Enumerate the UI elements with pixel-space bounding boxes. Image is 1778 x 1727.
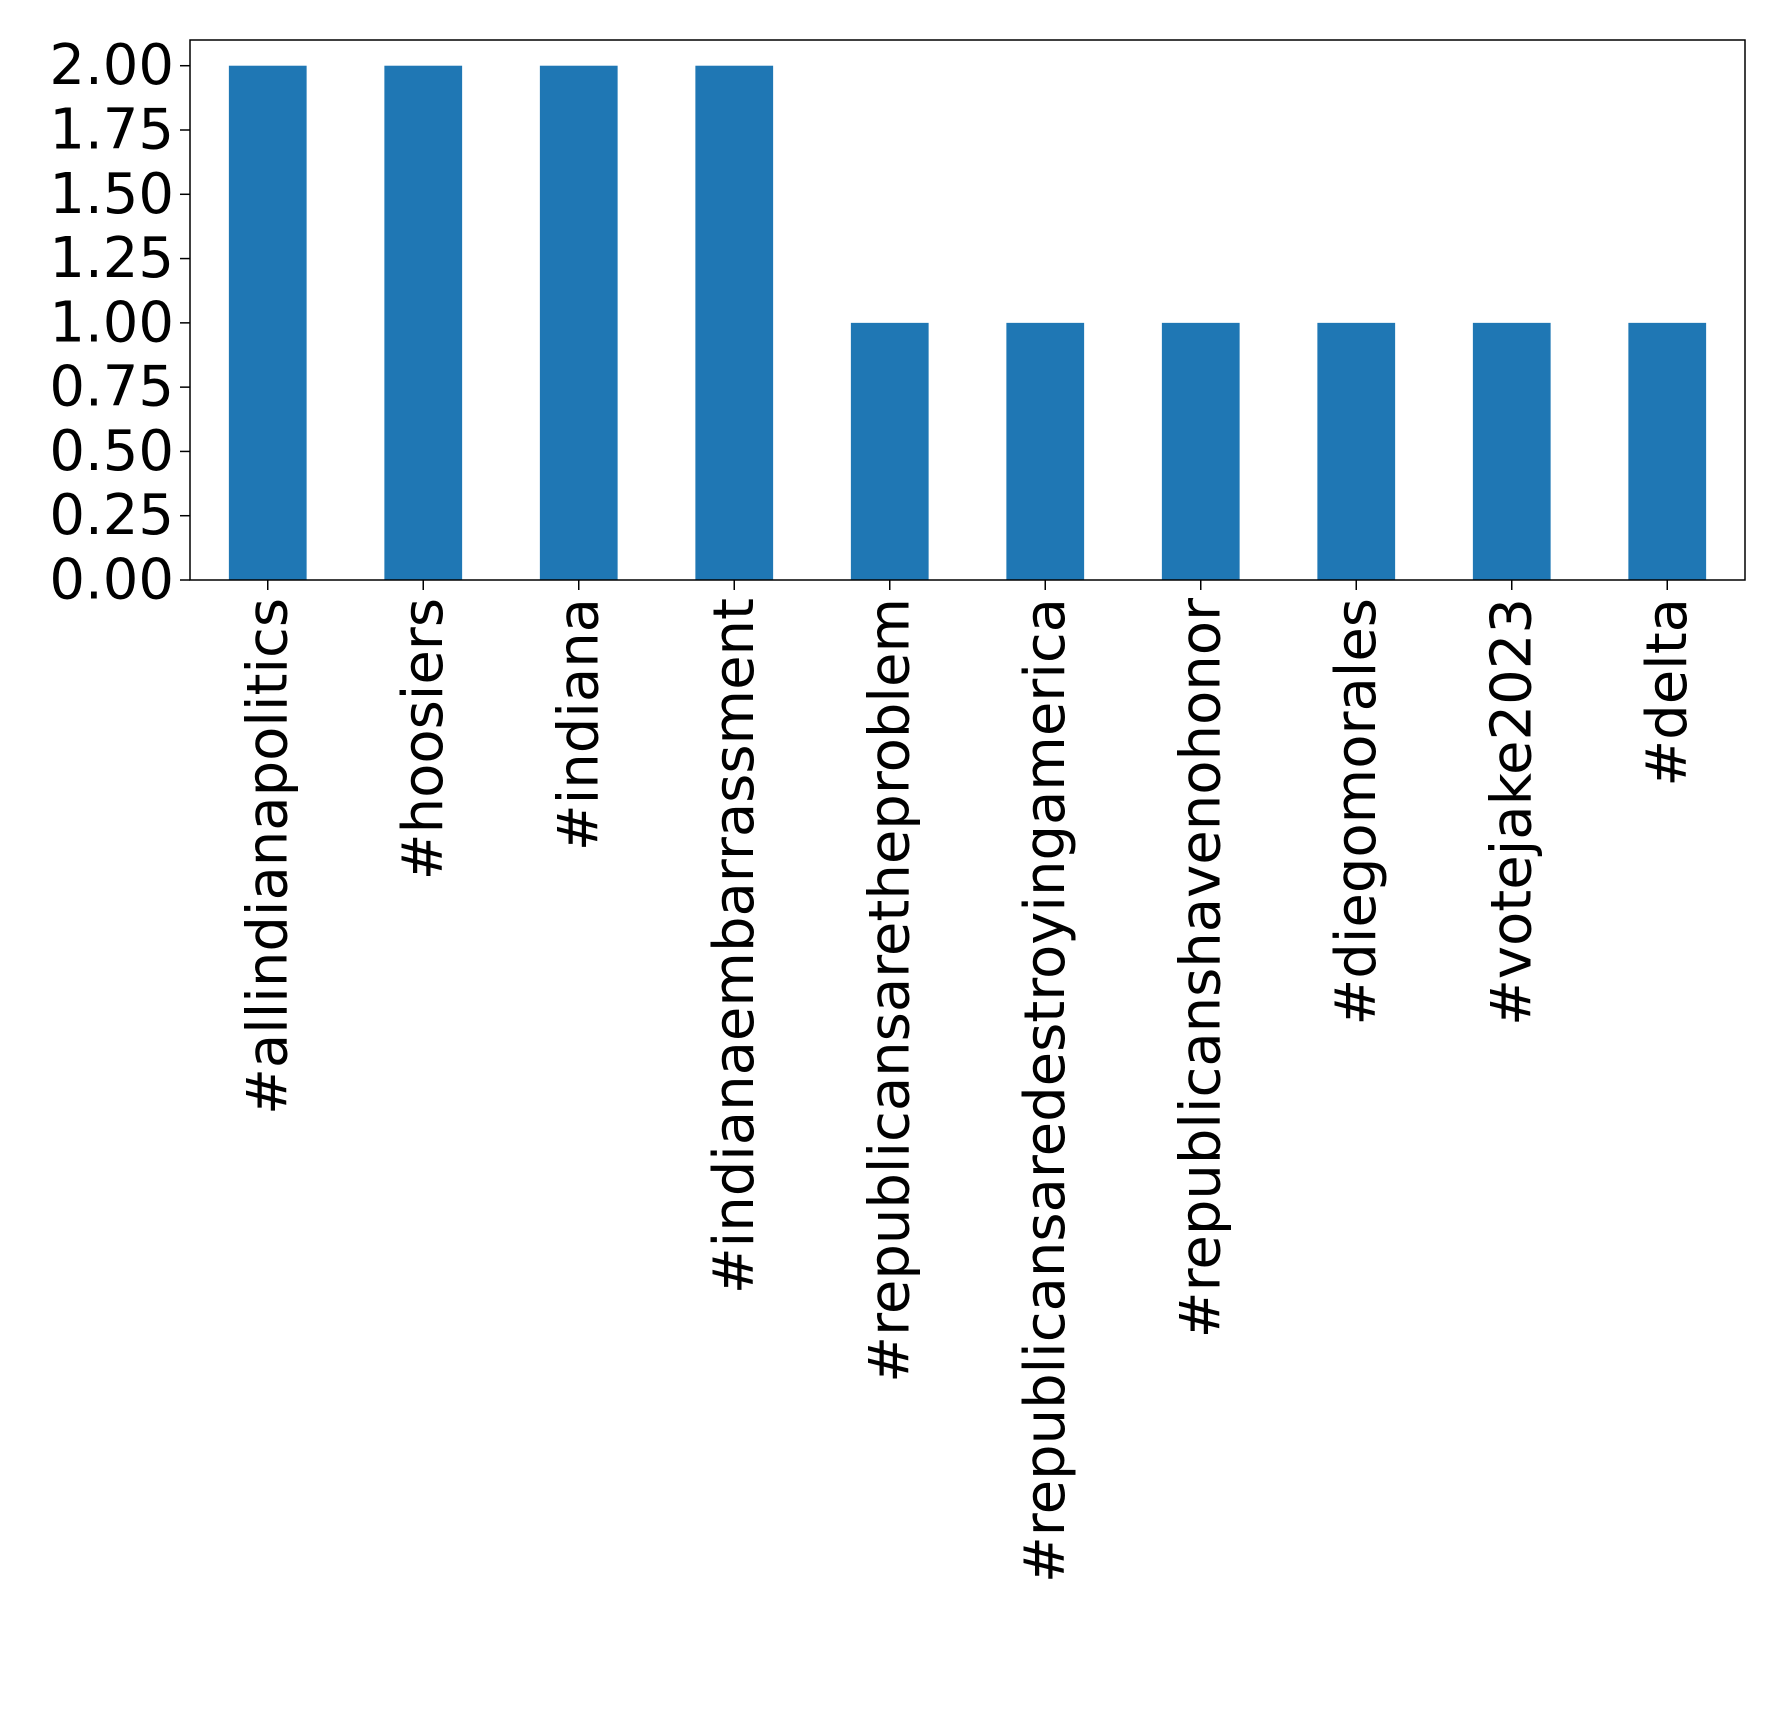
y-axis: 0.000.250.500.751.001.251.501.752.00 xyxy=(49,33,190,613)
bar xyxy=(1628,322,1707,580)
y-tick-label: 1.25 xyxy=(49,226,174,291)
x-axis: #allindianapolitics #hoosiers #indiana #ind… xyxy=(235,580,1700,1583)
bar xyxy=(1472,322,1551,580)
x-tick-label: #republicanshavenohonor xyxy=(1168,597,1233,1338)
bar xyxy=(228,65,307,580)
y-tick-label: 1.75 xyxy=(49,98,174,163)
y-tick-label: 0.75 xyxy=(49,355,174,420)
y-tick-label: 0.25 xyxy=(49,483,174,548)
y-tick-label: 2.00 xyxy=(49,33,174,98)
x-tick-label: #hoosiers xyxy=(391,598,456,880)
x-tick-label: #indiana xyxy=(546,598,611,851)
y-tick-label: 1.50 xyxy=(49,162,174,227)
x-tick-label: #delta xyxy=(1635,598,1700,787)
plot-frame xyxy=(189,39,1746,581)
y-tick-label: 1.00 xyxy=(49,290,174,355)
y-tick-label: 0.00 xyxy=(49,548,174,613)
bar xyxy=(1006,322,1085,580)
x-tick-label: #votejake2023 xyxy=(1479,598,1544,1026)
bars xyxy=(228,65,1707,580)
bar xyxy=(695,65,774,580)
bar xyxy=(850,322,929,580)
x-tick-label: #republicansaretheproblem xyxy=(857,598,922,1383)
x-tick-label: #diegomorales xyxy=(1324,598,1389,1026)
x-tick-label: #republicansaredestroyingamerica xyxy=(1013,598,1078,1583)
bar xyxy=(1317,322,1396,580)
bar xyxy=(539,65,618,580)
x-tick-label: #indianaembarrassment xyxy=(702,598,767,1294)
bar xyxy=(384,65,463,580)
y-tick-label: 0.50 xyxy=(49,419,174,484)
x-tick-label: #allindianapolitics xyxy=(235,598,300,1115)
bar xyxy=(1161,322,1240,580)
